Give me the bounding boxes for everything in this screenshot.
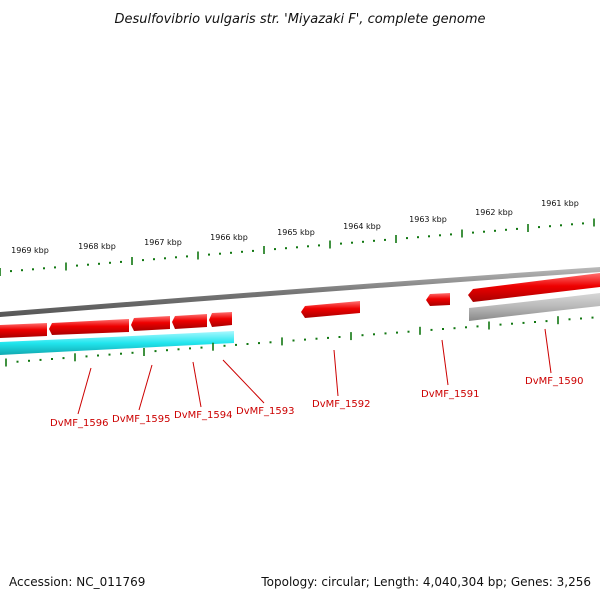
leader-1591 [441,339,449,386]
gene-arrow-1592[interactable] [301,301,360,318]
gene-label-1594[interactable]: DvMF_1594 [174,410,232,421]
gene-labels: DvMF_1596 DvMF_1595 DvMF_1594 DvMF_1593 … [50,376,583,429]
leader-1595 [138,364,153,411]
gene-label-1593[interactable]: DvMF_1593 [236,406,294,417]
secondary-track-segment [469,293,600,321]
scale-label: 1968 kbp [78,242,116,251]
genome-backbone [0,267,600,317]
leader-1593 [222,359,265,404]
gene-leaders [77,328,552,415]
gene-arrow-1593[interactable] [172,314,207,329]
gene-arrow-1590[interactable] [468,273,600,302]
scale-label: 1963 kbp [409,215,447,224]
gene-arrow-1595[interactable] [49,319,129,335]
gene-arrow-1594[interactable] [131,316,170,331]
upper-scale-track [0,218,595,276]
gene-arrow-1591[interactable] [426,293,450,306]
gene-label-1595[interactable]: DvMF_1595 [112,414,170,425]
highlight-band [0,331,234,355]
scale-labels: 1969 kbp 1968 kbp 1967 kbp 1966 kbp 1965 kbp… [11,199,579,255]
scale-label: 1967 kbp [144,238,182,247]
lower-scale-track [5,316,594,367]
gene-arrow-1596[interactable] [0,323,47,338]
gene-arrow-1593b[interactable] [209,312,232,327]
gene-label-1590[interactable]: DvMF_1590 [525,376,583,387]
leader-1594 [192,361,202,408]
gene-label-1596[interactable]: DvMF_1596 [50,418,108,429]
map-title: Desulfovibrio vulgaris str. 'Miyazaki F'… [114,12,485,27]
scale-label: 1964 kbp [343,222,381,231]
leader-1596 [77,367,92,415]
leader-1590 [544,328,552,374]
scale-label: 1969 kbp [11,246,49,255]
leader-1592 [333,349,339,397]
scale-label: 1965 kbp [277,228,315,237]
scale-label: 1961 kbp [541,199,579,208]
scale-label: 1966 kbp [210,233,248,242]
genome-summary-text: Topology: circular; Length: 4,040,304 bp… [260,575,591,589]
scale-label: 1962 kbp [475,208,513,217]
gene-label-1591[interactable]: DvMF_1591 [421,389,479,400]
accession-text: Accession: NC_011769 [9,575,145,589]
gene-arrows [0,273,600,338]
gene-label-1592[interactable]: DvMF_1592 [312,399,370,410]
